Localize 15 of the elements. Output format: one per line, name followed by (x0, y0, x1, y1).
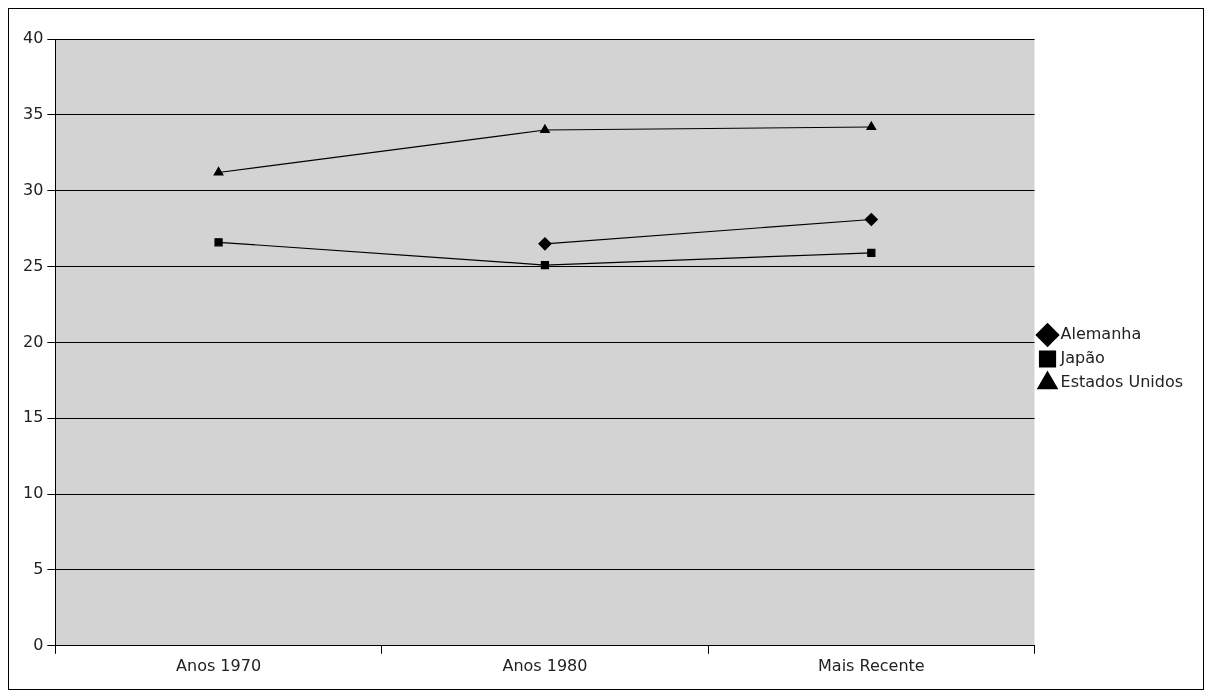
legend-label: Alemanha (1060, 324, 1142, 344)
x-tick-label: Anos 1980 (502, 655, 588, 675)
y-tick-label: 35 (23, 104, 44, 124)
y-tick-label: 0 (33, 634, 44, 654)
legend-label: Japão (1059, 348, 1105, 368)
y-tick-label: 25 (23, 255, 44, 275)
y-tick-label: 20 (23, 331, 44, 351)
y-tick-label: 40 (23, 28, 44, 48)
legend-label: Estados Unidos (1060, 372, 1183, 392)
x-tick-label: Mais Recente (818, 655, 925, 675)
y-tick-label: 5 (33, 559, 44, 579)
y-tick-label: 30 (23, 179, 44, 199)
x-tick-label: Anos 1970 (176, 655, 262, 675)
y-tick-label: 15 (23, 407, 44, 427)
y-tick-label: 10 (23, 483, 44, 503)
